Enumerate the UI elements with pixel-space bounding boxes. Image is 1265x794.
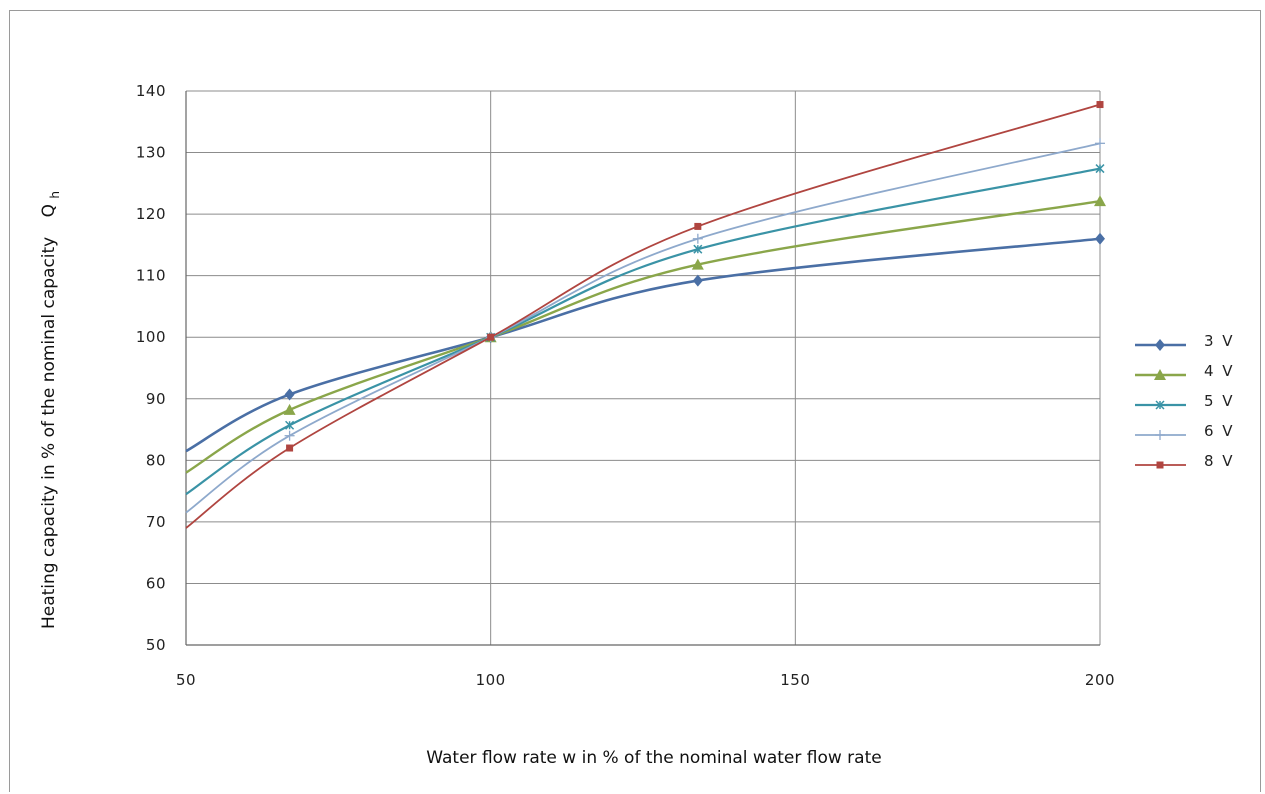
legend-swatch-marker xyxy=(1155,400,1165,410)
x-tick-label: 100 xyxy=(476,671,506,689)
data-point xyxy=(691,258,704,270)
data-point xyxy=(1094,195,1106,207)
y-axis-title-text: Heating capacity in % of the nominal cap… xyxy=(39,237,59,629)
series-line xyxy=(185,103,1101,529)
y-tick-label: 90 xyxy=(146,390,166,408)
y-tick-label: 50 xyxy=(146,636,166,654)
legend-swatch-marker xyxy=(1155,339,1165,351)
y-tick-label: 100 xyxy=(136,328,166,346)
data-point xyxy=(1095,138,1105,149)
y-axis-subscript: h xyxy=(48,191,62,199)
legend-label: 4 V xyxy=(1204,362,1235,380)
y-tick-label: 60 xyxy=(146,574,166,592)
x-tick-label: 200 xyxy=(1085,671,1115,689)
y-tick-label: 120 xyxy=(136,205,166,223)
legend-label: 5 V xyxy=(1204,392,1235,410)
data-point xyxy=(284,430,295,441)
y-tick-label: 110 xyxy=(136,267,166,285)
legend-swatch-marker xyxy=(1156,461,1164,469)
series-4v xyxy=(185,195,1106,474)
axes: 50 60 70 80 90 100 110 120 130 140 50 100 150 200 xyxy=(136,82,1115,689)
legend-item: 8 V xyxy=(1135,452,1235,470)
x-axis-title: Water flow rate w in % of the nominal wa… xyxy=(426,748,881,768)
series-line xyxy=(185,199,1101,474)
data-point xyxy=(1095,164,1105,174)
y-tick-label: 130 xyxy=(136,144,166,162)
data-point xyxy=(487,333,495,341)
data-point xyxy=(286,444,294,452)
legend-label: 3 V xyxy=(1204,332,1235,350)
legend-swatch-marker xyxy=(1154,369,1166,380)
legend-item: 5 V xyxy=(1135,392,1235,410)
series-6v xyxy=(185,138,1105,514)
data-point xyxy=(1095,232,1105,245)
legend-swatch-marker xyxy=(1155,430,1165,440)
data-point xyxy=(692,274,703,287)
y-tick-label: 80 xyxy=(146,451,166,469)
data-point xyxy=(1096,101,1104,109)
data-point xyxy=(693,244,703,254)
series-layer xyxy=(185,101,1106,529)
data-point xyxy=(284,388,295,401)
series-line xyxy=(185,167,1101,496)
series-line xyxy=(185,142,1101,514)
x-tick-label: 150 xyxy=(780,671,810,689)
y-tick-label: 140 xyxy=(136,82,166,100)
data-point xyxy=(692,233,703,244)
data-point xyxy=(285,420,295,430)
legend-label: 6 V xyxy=(1204,422,1235,440)
data-point xyxy=(283,403,296,415)
data-point xyxy=(694,222,702,230)
legend-label: 8 V xyxy=(1204,452,1235,470)
legend: 3 V 4 V 5 V 6 V 8 V xyxy=(1135,332,1235,470)
x-tick-label: 50 xyxy=(176,671,196,689)
legend-item: 4 V xyxy=(1135,362,1235,380)
series-line xyxy=(185,237,1101,453)
chart-frame xyxy=(9,10,1261,792)
legend-item: 3 V xyxy=(1135,332,1235,351)
y-axis-title: Heating capacity in % of the nominal cap… xyxy=(39,191,62,629)
legend-item: 6 V xyxy=(1135,422,1235,440)
y-axis-symbol: Q xyxy=(39,204,59,217)
y-tick-label: 70 xyxy=(146,513,166,531)
series-8v xyxy=(185,101,1104,529)
